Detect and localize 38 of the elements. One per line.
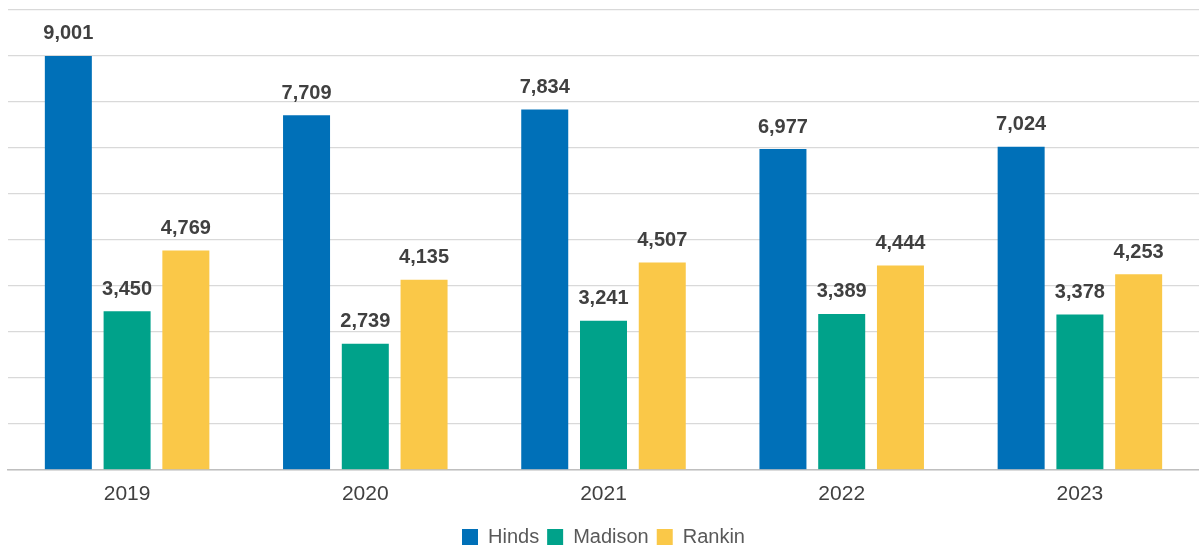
data-label: 7,709 — [281, 80, 332, 103]
x-tick-label: 2019 — [103, 481, 151, 505]
data-label: 4,507 — [637, 228, 688, 251]
bar — [1056, 314, 1104, 470]
bar — [759, 149, 807, 470]
bar — [997, 146, 1045, 470]
bar — [521, 109, 569, 470]
data-label: 3,241 — [578, 286, 629, 309]
data-label: 9,001 — [43, 21, 94, 44]
bar — [341, 343, 389, 470]
data-label: 4,769 — [160, 216, 211, 239]
bar — [580, 320, 627, 470]
data-label: 6,977 — [757, 114, 808, 137]
legend-label: Hinds — [488, 524, 540, 547]
bar — [1115, 274, 1163, 470]
bar — [400, 279, 448, 470]
bar — [44, 55, 92, 470]
data-label: 3,378 — [1054, 280, 1105, 302]
x-tick-label: 2022 — [818, 481, 866, 505]
legend-label: Rankin — [682, 524, 745, 547]
x-tick-label: 2023 — [1056, 481, 1104, 505]
bar — [876, 265, 924, 470]
data-label: 7,834 — [519, 75, 571, 98]
legend-label: Madison — [573, 524, 649, 547]
data-label: 2,739 — [340, 309, 391, 332]
data-label: 7,024 — [996, 112, 1048, 135]
bar — [162, 250, 210, 470]
data-label: 4,135 — [399, 245, 450, 268]
bar — [818, 313, 866, 470]
x-tick-label: 2021 — [580, 481, 627, 505]
data-label: 3,450 — [102, 276, 153, 299]
bar — [638, 262, 686, 470]
bar — [103, 311, 151, 470]
data-label: 4,444 — [875, 230, 927, 253]
bar — [283, 115, 331, 470]
x-tick-label: 2020 — [341, 481, 389, 505]
data-label: 3,389 — [816, 279, 867, 302]
data-label: 4,253 — [1113, 239, 1164, 262]
